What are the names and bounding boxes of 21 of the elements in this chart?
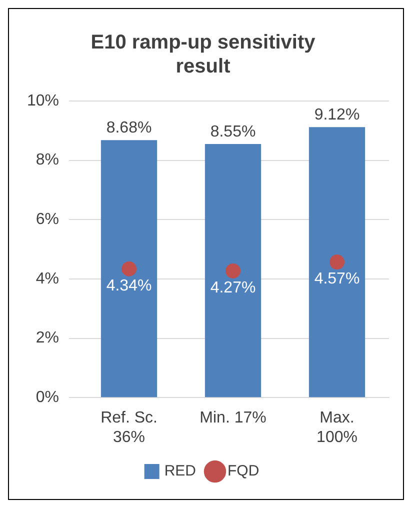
y-tick-label: 10% — [26, 92, 60, 110]
legend-label: FQD — [228, 462, 260, 480]
y-tick-label: 2% — [36, 330, 60, 347]
chart-title: E10 ramp-up sensitivity result — [90, 32, 316, 78]
y-tick-label: 4% — [36, 270, 60, 288]
x-tick-label: Min. 17% — [200, 410, 266, 427]
data-label: 9.12% — [314, 106, 360, 124]
y-tick-label: 0% — [36, 389, 60, 406]
bar — [100, 140, 158, 398]
data-label: 4.27% — [210, 279, 256, 296]
data-label: 4.57% — [314, 270, 360, 288]
legend-label: RED — [164, 462, 196, 480]
data-label: 8.68% — [106, 120, 152, 137]
data-label: 4.34% — [106, 277, 152, 294]
x-tick-label: Ref. Sc. 36% — [100, 410, 158, 446]
y-tick-label: 8% — [36, 152, 60, 169]
data-label: 8.55% — [210, 123, 256, 140]
bar — [308, 127, 366, 398]
x-tick-label: Max. 100% — [316, 410, 358, 446]
y-tick-label: 6% — [36, 211, 60, 228]
bar — [204, 144, 262, 398]
